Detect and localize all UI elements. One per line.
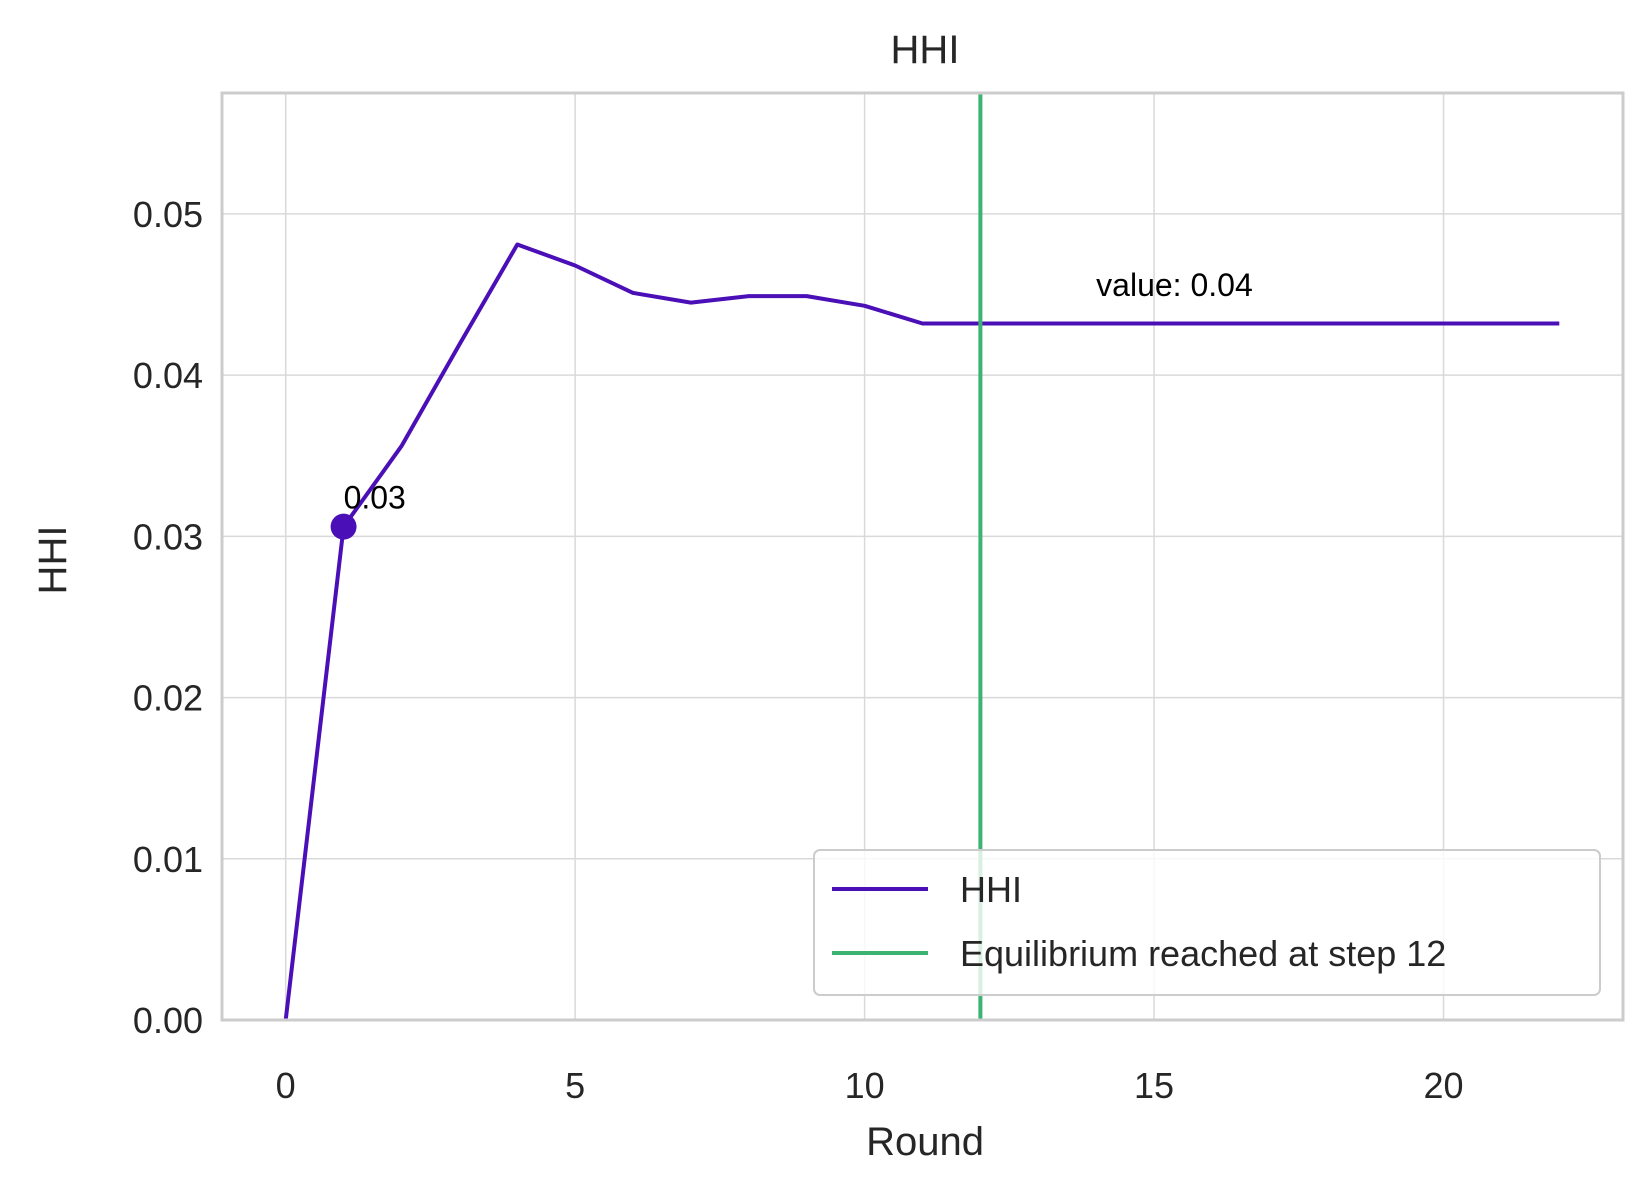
- chart-title: HHI: [891, 28, 960, 72]
- legend-label-equilibrium: Equilibrium reached at step 12: [960, 933, 1446, 974]
- y-tick-label: 0.03: [133, 516, 203, 557]
- x-axis-label: Round: [866, 1120, 984, 1164]
- y-axis-label: HHI: [31, 526, 75, 595]
- series-line-hhi: [283, 242, 1560, 1021]
- y-tick-label: 0.02: [133, 678, 203, 719]
- highlight-point: [330, 513, 357, 540]
- y-tick-label: 0.00: [133, 1000, 203, 1041]
- legend-label-hhi: HHI: [960, 869, 1022, 910]
- legend: HHI Equilibrium reached at step 12: [813, 849, 1601, 996]
- x-tick-label: 20: [1424, 1065, 1464, 1106]
- highlight-point-label: 0.03: [344, 480, 406, 516]
- x-tick-label: 10: [845, 1065, 885, 1106]
- x-tick-label: 5: [565, 1065, 585, 1106]
- y-tick-label: 0.01: [133, 839, 203, 880]
- tick-labels: 0 5 10 15 20 0.00 0.01 0.02 0.03 0.04 0.05: [133, 194, 1464, 1106]
- x-tick-label: 0: [276, 1065, 296, 1106]
- x-tick-label: 15: [1134, 1065, 1174, 1106]
- legend-box: [813, 849, 1601, 996]
- axes-frame: [220, 91, 1625, 1022]
- y-tick-label: 0.05: [133, 194, 203, 235]
- y-tick-label: 0.04: [133, 355, 203, 396]
- value-annotation: value: 0.04: [1096, 267, 1253, 303]
